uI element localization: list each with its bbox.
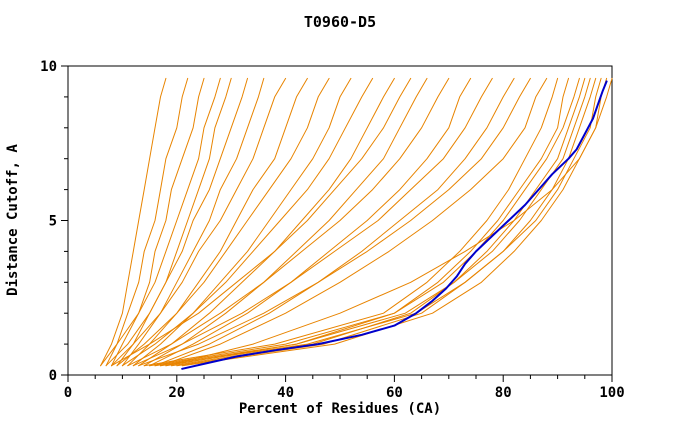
y-tick-label: 0 — [49, 368, 57, 384]
y-tick-label: 5 — [49, 214, 57, 230]
series-line-model-30 — [165, 77, 613, 367]
series-line-model-27 — [176, 77, 597, 367]
series-line-model-19 — [154, 77, 515, 367]
x-tick-label: 40 — [277, 385, 294, 401]
series-line-model-01 — [100, 77, 167, 367]
x-tick-label: 100 — [599, 385, 624, 401]
series-line-model-06 — [105, 77, 248, 367]
series-line-model-13 — [138, 77, 395, 367]
series-line-model-28 — [160, 77, 602, 367]
x-axis-label: Percent of Residues (CA) — [239, 401, 441, 417]
series-line-model-11 — [132, 77, 352, 367]
x-tick-label: 60 — [386, 385, 403, 401]
series-line-model-04 — [100, 77, 221, 367]
series-line-model-09 — [127, 77, 308, 367]
y-tick-label: 10 — [40, 59, 57, 75]
series-line-model-23 — [165, 77, 569, 367]
series-line-model-17 — [149, 77, 472, 367]
series-line-model-07 — [121, 77, 265, 367]
y-axis-label: Distance Cutoff, A — [5, 144, 21, 296]
series-line-model-05 — [116, 77, 232, 367]
series-line-model-08 — [111, 77, 287, 367]
series-line-highlight-model — [181, 80, 608, 370]
x-tick-label: 0 — [64, 385, 72, 401]
series-line-model-18 — [132, 77, 493, 367]
x-tick-label: 20 — [168, 385, 185, 401]
chart-title: T0960-D5 — [304, 13, 376, 31]
series-line-model-16 — [127, 77, 450, 367]
x-tick-label: 80 — [495, 385, 512, 401]
series-line-model-15 — [143, 77, 428, 367]
series-line-model-22 — [143, 77, 559, 367]
series-line-model-14 — [111, 77, 412, 367]
series-line-model-20 — [138, 77, 531, 367]
series-line-model-12 — [121, 77, 374, 367]
series-line-model-02 — [105, 77, 189, 367]
series-line-model-24 — [149, 77, 580, 367]
series-line-model-10 — [116, 77, 330, 367]
series-line-model-21 — [160, 77, 548, 367]
series-line-model-03 — [111, 77, 205, 367]
plot-area: 0 20 40 60 80 100 0 5 10 — [40, 59, 625, 401]
series-line-model-26 — [154, 77, 591, 367]
